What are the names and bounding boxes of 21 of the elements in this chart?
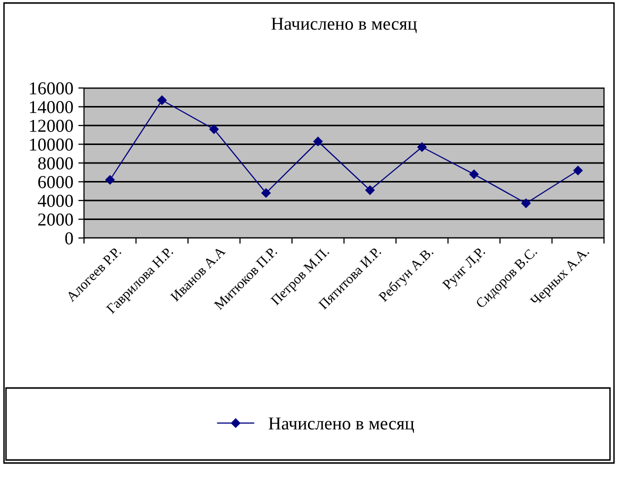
point xyxy=(573,166,583,176)
point xyxy=(209,124,219,134)
chart-title: Начислено в месяц xyxy=(271,18,417,34)
legend-label: Начислено в месяц xyxy=(268,418,414,433)
point xyxy=(521,198,531,208)
point xyxy=(417,142,427,152)
y-tick-label: 10000 xyxy=(30,138,73,151)
y-tick-label: 4000 xyxy=(38,194,73,207)
y-tick-label: 8000 xyxy=(38,157,73,170)
point xyxy=(157,96,167,105)
y-tick-label: 14000 xyxy=(30,101,73,114)
point xyxy=(469,170,479,179)
y-tick-label: 6000 xyxy=(38,176,73,188)
point xyxy=(105,175,115,184)
y-tick-label: 16000 xyxy=(30,82,73,94)
y-tick-label: 2000 xyxy=(38,214,73,226)
y-tick-label: 0 xyxy=(65,232,73,244)
point xyxy=(365,186,375,195)
point xyxy=(261,188,271,198)
point xyxy=(313,136,323,146)
y-tick-label: 12000 xyxy=(30,120,73,132)
